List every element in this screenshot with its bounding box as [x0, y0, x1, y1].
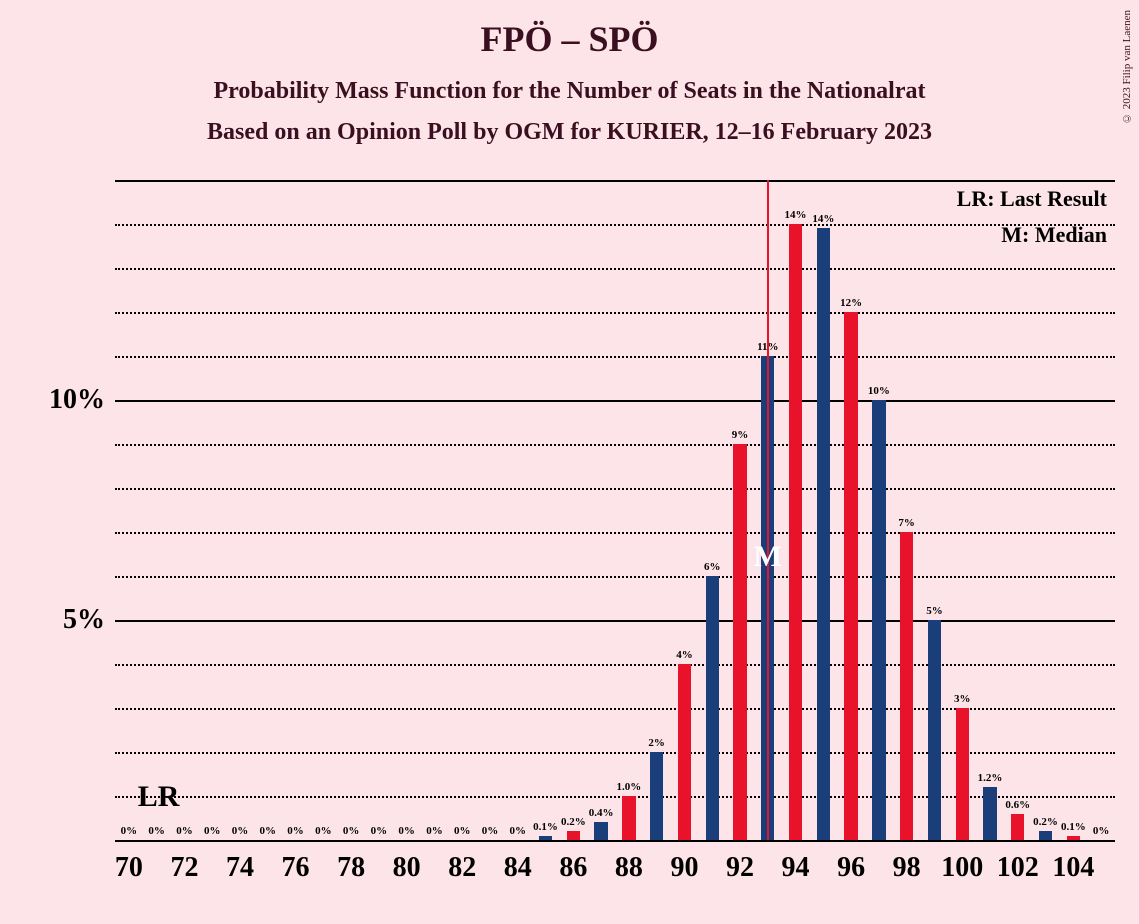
bar-value-label: 10%: [868, 385, 890, 397]
bar-value-label: 0%: [371, 825, 388, 837]
gridline: [115, 400, 1115, 402]
copyright-text: © 2023 Filip van Laenen: [1121, 10, 1133, 124]
x-axis-label: 84: [504, 852, 532, 884]
bar-value-label: 1.2%: [978, 772, 1003, 784]
bar-value-label: 6%: [704, 561, 721, 573]
bar-value-label: 2%: [648, 737, 665, 749]
bar: [900, 532, 913, 840]
x-axis-label: 76: [282, 852, 310, 884]
bar-value-label: 0.1%: [533, 821, 558, 833]
bar: [678, 664, 691, 840]
bar: [706, 576, 719, 840]
bar-value-label: 1.0%: [617, 781, 642, 793]
x-axis-label: 100: [941, 852, 983, 884]
x-axis-label: 74: [226, 852, 254, 884]
lr-marker: LR: [138, 780, 180, 814]
gridline: [115, 356, 1115, 358]
bar-value-label: 0.1%: [1061, 821, 1086, 833]
gridline: [115, 488, 1115, 490]
bar: [733, 444, 746, 840]
bar-value-label: 14%: [812, 213, 834, 225]
bar: [928, 620, 941, 840]
bar-value-label: 0%: [1093, 825, 1110, 837]
gridline: [115, 180, 1115, 182]
bar-value-label: 0%: [454, 825, 471, 837]
gridline: [115, 444, 1115, 446]
gridline: [115, 532, 1115, 534]
gridline: [115, 664, 1115, 666]
bar: [956, 708, 969, 840]
x-axis-label: 90: [670, 852, 698, 884]
bar-value-label: 9%: [732, 429, 749, 441]
legend: LR: Last Result M: Median: [957, 186, 1107, 258]
bar: [622, 796, 635, 840]
bar-value-label: 0%: [287, 825, 304, 837]
bar: [1039, 831, 1052, 840]
x-axis-label: 92: [726, 852, 754, 884]
bar-value-label: 0%: [121, 825, 138, 837]
x-axis-label: 88: [615, 852, 643, 884]
x-axis-label: 94: [782, 852, 810, 884]
x-axis-label: 70: [115, 852, 143, 884]
bar-value-label: 0.6%: [1005, 799, 1030, 811]
gridline: [115, 224, 1115, 226]
bar-value-label: 7%: [898, 517, 915, 529]
gridline: [115, 620, 1115, 622]
x-axis-label: 82: [448, 852, 476, 884]
bar-value-label: 0%: [176, 825, 193, 837]
chart-subtitle-2: Based on an Opinion Poll by OGM for KURI…: [0, 119, 1139, 146]
x-axis-label: 86: [559, 852, 587, 884]
x-axis-label: 104: [1052, 852, 1094, 884]
y-axis-label: 5%: [63, 604, 105, 636]
y-axis-label: 10%: [49, 384, 105, 416]
gridline: [115, 268, 1115, 270]
chart-area: LR: Last Result M: Median 5%10%707274767…: [115, 180, 1115, 840]
bar-value-label: 0%: [260, 825, 277, 837]
bar-value-label: 0.4%: [589, 807, 614, 819]
legend-lr: LR: Last Result: [957, 186, 1107, 212]
bar: [983, 787, 996, 840]
bar: [872, 400, 885, 840]
x-axis-label: 98: [893, 852, 921, 884]
plot-region: LR: Last Result M: Median 5%10%707274767…: [115, 180, 1115, 840]
bar-value-label: 0.2%: [1033, 816, 1058, 828]
x-axis-label: 78: [337, 852, 365, 884]
bar-value-label: 0%: [204, 825, 221, 837]
bar-value-label: 4%: [676, 649, 693, 661]
x-axis-label: 80: [393, 852, 421, 884]
bar: [844, 312, 857, 840]
x-axis-label: 96: [837, 852, 865, 884]
x-axis-label: 102: [997, 852, 1039, 884]
bar: [594, 822, 607, 840]
chart-title: FPÖ – SPÖ: [0, 0, 1139, 60]
bar: [817, 228, 830, 840]
bar-value-label: 12%: [840, 297, 862, 309]
gridline: [115, 576, 1115, 578]
bar-value-label: 5%: [926, 605, 943, 617]
bar-value-label: 0%: [482, 825, 499, 837]
bar-value-label: 3%: [954, 693, 971, 705]
bar-value-label: 14%: [785, 209, 807, 221]
bar-value-label: 0%: [148, 825, 165, 837]
bar: [567, 831, 580, 840]
bar-value-label: 0%: [343, 825, 360, 837]
gridline: [115, 312, 1115, 314]
x-axis-line: [115, 840, 1115, 842]
x-axis-label: 72: [170, 852, 198, 884]
bar: [789, 224, 802, 840]
bar-value-label: 0.2%: [561, 816, 586, 828]
bar: [1011, 814, 1024, 840]
bar-value-label: 0%: [232, 825, 249, 837]
median-marker: M: [754, 540, 782, 574]
bar-value-label: 0%: [426, 825, 443, 837]
chart-subtitle-1: Probability Mass Function for the Number…: [0, 78, 1139, 105]
bar-value-label: 0%: [398, 825, 415, 837]
bar-value-label: 0%: [510, 825, 527, 837]
bar: [650, 752, 663, 840]
median-line: [767, 180, 769, 840]
bar-value-label: 0%: [315, 825, 332, 837]
